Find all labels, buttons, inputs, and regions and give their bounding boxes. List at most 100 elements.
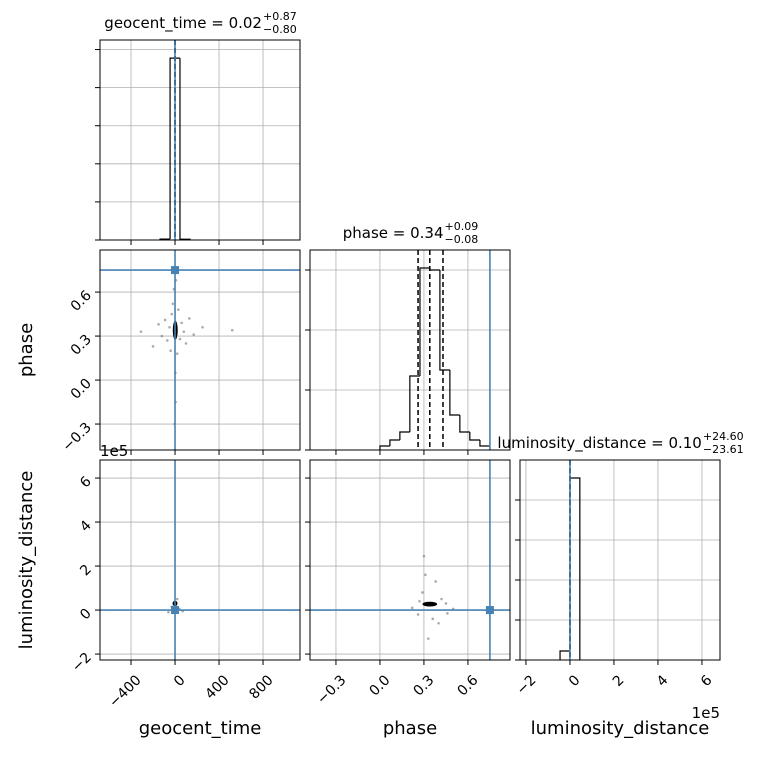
scatter-point — [157, 323, 160, 326]
x-tick-label: 2 — [610, 672, 628, 690]
scatter-point — [139, 330, 143, 333]
truth-marker — [171, 606, 180, 615]
x-tick-label: 400 — [202, 672, 232, 702]
panel-frame — [99, 459, 301, 661]
scatter-point — [151, 345, 155, 348]
scatter-point — [171, 302, 175, 306]
y-tick-label: 6 — [77, 474, 95, 492]
scatter-point — [168, 325, 171, 329]
panel-title: luminosity_distance = 0.10 — [497, 434, 701, 453]
x-tick-label: 4 — [654, 672, 672, 690]
panel-title: phase = 0.34 — [343, 224, 444, 242]
x-tick-label: −400 — [106, 672, 145, 711]
y-tick-label: −2 — [69, 650, 95, 676]
scatter-point — [184, 342, 188, 345]
x-tick-label: 6 — [698, 672, 716, 690]
scatter-point — [437, 621, 440, 625]
panel — [100, 460, 300, 660]
y-tick-label: 0.0 — [68, 376, 95, 403]
histogram-bin — [449, 370, 460, 416]
y-tick-label: −0.3 — [59, 420, 94, 455]
panel-frame — [99, 39, 301, 241]
histogram-bin — [379, 445, 390, 450]
histogram-bin — [439, 270, 450, 371]
scatter-point — [192, 333, 196, 336]
panel — [520, 460, 720, 660]
panel-frame — [519, 459, 721, 661]
panel — [310, 460, 510, 660]
histogram-bin — [389, 439, 400, 446]
y-tick-label: 4 — [77, 518, 95, 536]
x-offset-label: 1e5 — [692, 704, 720, 722]
panel-frame — [309, 249, 511, 451]
scatter-point — [424, 573, 427, 577]
panel-background — [520, 460, 720, 660]
scatter-point — [169, 349, 172, 353]
panel-background — [310, 460, 510, 660]
panel-background — [100, 460, 300, 660]
scatter-point — [421, 591, 424, 594]
x-tick-label: −2 — [514, 672, 540, 698]
scatter-point — [410, 606, 414, 610]
histogram-bin — [459, 415, 470, 433]
y-axis-label: phase — [16, 323, 37, 377]
scatter-point — [160, 334, 164, 338]
title-upper-error: +0.87 — [263, 10, 297, 23]
title-upper-error: +0.09 — [445, 220, 479, 233]
x-tick-label: 800 — [246, 672, 276, 702]
scatter-point — [434, 580, 437, 583]
panel-background — [100, 250, 300, 450]
scatter-point — [422, 554, 426, 558]
scatter-point — [177, 308, 180, 311]
x-tick-label: 0 — [171, 672, 189, 690]
scatter-point — [418, 599, 421, 603]
x-axis-label: phase — [383, 718, 437, 739]
density-contour — [422, 601, 438, 607]
scatter-point — [188, 317, 191, 320]
scatter-point — [416, 613, 420, 616]
panel-frame — [99, 249, 301, 451]
panel-title: geocent_time = 0.02 — [104, 14, 262, 33]
title-upper-error: +24.60 — [703, 430, 744, 443]
y-tick-label: 0.6 — [68, 288, 95, 315]
histogram-bin — [419, 267, 430, 376]
histogram-bin — [399, 431, 410, 440]
histogram-bin — [559, 650, 570, 660]
scatter-point — [444, 602, 448, 605]
truth-marker — [485, 606, 494, 615]
x-tick-label: −0.3 — [314, 672, 349, 707]
title-lower-error: −0.08 — [445, 233, 479, 246]
scatter-point — [163, 318, 167, 322]
scatter-point — [440, 597, 443, 601]
scatter-point — [178, 337, 182, 341]
y-tick-label: 0 — [77, 606, 95, 624]
scatter-point — [446, 612, 449, 615]
scatter-point — [166, 339, 169, 342]
scatter-point — [175, 597, 179, 601]
x-tick-label: 0.6 — [454, 672, 481, 699]
scatter-point — [167, 610, 170, 614]
x-axis-label: geocent_time — [139, 718, 262, 739]
scatter-point — [431, 617, 435, 621]
scatter-point — [180, 321, 183, 325]
panel-frame — [309, 459, 511, 661]
histogram-bin — [409, 375, 420, 432]
scatter-point — [170, 312, 174, 316]
x-axis-label: luminosity_distance — [531, 718, 710, 739]
histogram-bin — [169, 57, 180, 240]
scatter-point — [427, 637, 430, 640]
scatter-point — [230, 328, 234, 332]
title-lower-error: −23.61 — [703, 443, 744, 456]
histogram-bin — [469, 432, 480, 441]
panel — [100, 250, 300, 450]
scatter-point — [175, 352, 179, 355]
panel-background — [100, 40, 300, 240]
panel — [310, 250, 510, 450]
scatter-point — [182, 330, 186, 333]
panel — [100, 40, 300, 240]
x-tick-label: 0.3 — [410, 672, 437, 699]
scatter-point — [201, 325, 204, 329]
title-lower-error: −0.80 — [263, 23, 297, 36]
